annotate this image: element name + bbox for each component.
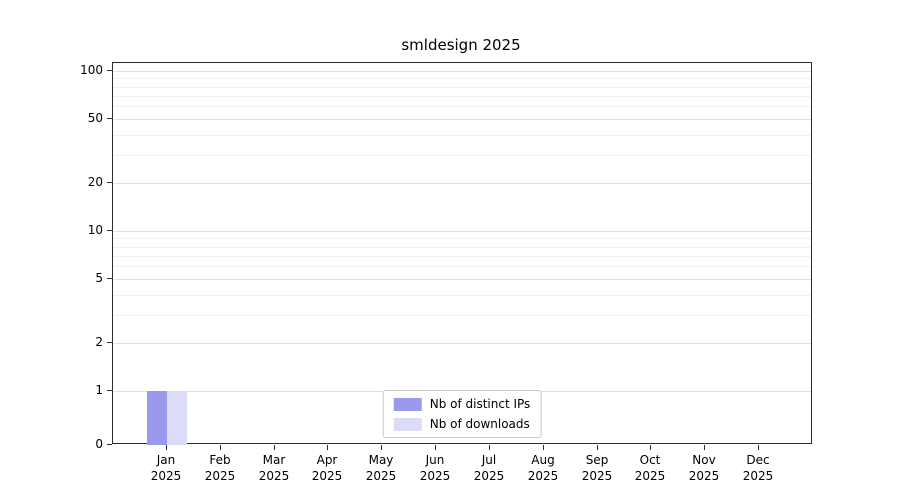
y-tick-mark xyxy=(107,230,112,231)
gridline-minor xyxy=(113,266,811,267)
x-tick-mark xyxy=(327,445,328,450)
x-tick-label: Jul 2025 xyxy=(473,453,505,483)
y-tick-mark xyxy=(107,70,112,71)
y-tick-label: 2 xyxy=(95,335,103,349)
x-tick-mark xyxy=(758,445,759,450)
y-tick-label: 5 xyxy=(95,271,103,285)
x-tick-mark xyxy=(650,445,651,450)
x-tick-mark xyxy=(274,445,275,450)
x-tick-mark xyxy=(543,445,544,450)
bar-nb-of-distinct-ips xyxy=(147,391,167,445)
y-tick-mark xyxy=(107,182,112,183)
x-tick-mark xyxy=(597,445,598,450)
gridline-minor xyxy=(113,78,811,79)
y-tick-label: 50 xyxy=(87,111,103,125)
gridline-minor xyxy=(113,238,811,239)
legend-swatch xyxy=(393,397,422,411)
gridline-minor xyxy=(113,155,811,156)
gridline-minor xyxy=(113,106,811,107)
y-tick-label: 100 xyxy=(80,63,103,77)
x-tick-mark xyxy=(489,445,490,450)
y-tick-mark xyxy=(107,118,112,119)
gridline-minor xyxy=(113,135,811,136)
gridline-major xyxy=(113,231,811,232)
gridline-minor xyxy=(113,295,811,296)
gridline-minor xyxy=(113,315,811,316)
gridline-minor xyxy=(113,87,811,88)
gridline-major xyxy=(113,119,811,120)
x-tick-label: Oct 2025 xyxy=(634,453,666,483)
y-tick-label: 10 xyxy=(87,223,103,237)
plot-area: Nb of distinct IPs Nb of downloads xyxy=(112,62,812,445)
x-tick-label: Sep 2025 xyxy=(581,453,613,483)
x-tick-mark xyxy=(435,445,436,450)
x-tick-label: Nov 2025 xyxy=(688,453,720,483)
x-tick-label: Mar 2025 xyxy=(258,453,290,483)
legend-entry: Nb of downloads xyxy=(393,417,531,431)
x-tick-label: Aug 2025 xyxy=(527,453,559,483)
y-tick-label: 20 xyxy=(87,175,103,189)
x-tick-mark xyxy=(166,445,167,450)
chart-title: smldesign 2025 xyxy=(401,36,521,54)
x-tick-label: Dec 2025 xyxy=(742,453,774,483)
y-tick-mark xyxy=(107,342,112,343)
gridline-major xyxy=(113,343,811,344)
y-tick-mark xyxy=(107,278,112,279)
gridline-major xyxy=(113,71,811,72)
gridline-major xyxy=(113,183,811,184)
gridline-major xyxy=(113,279,811,280)
x-tick-mark xyxy=(381,445,382,450)
x-tick-mark xyxy=(704,445,705,450)
y-tick-mark xyxy=(107,390,112,391)
y-tick-label: 0 xyxy=(95,437,103,451)
legend: Nb of distinct IPs Nb of downloads xyxy=(382,390,542,438)
legend-label: Nb of distinct IPs xyxy=(429,397,531,411)
gridline-minor xyxy=(113,256,811,257)
legend-label: Nb of downloads xyxy=(429,417,530,431)
legend-entry: Nb of distinct IPs xyxy=(393,397,531,411)
x-tick-mark xyxy=(220,445,221,450)
legend-swatch xyxy=(393,417,422,431)
x-tick-label: Apr 2025 xyxy=(311,453,343,483)
y-tick-mark xyxy=(107,444,112,445)
x-tick-label: Jun 2025 xyxy=(419,453,451,483)
x-tick-label: Jan 2025 xyxy=(150,453,182,483)
gridline-minor xyxy=(113,96,811,97)
bar-nb-of-downloads xyxy=(167,391,187,445)
y-tick-label: 1 xyxy=(95,383,103,397)
x-tick-label: May 2025 xyxy=(365,453,397,483)
x-tick-label: Feb 2025 xyxy=(204,453,236,483)
gridline-minor xyxy=(113,247,811,248)
